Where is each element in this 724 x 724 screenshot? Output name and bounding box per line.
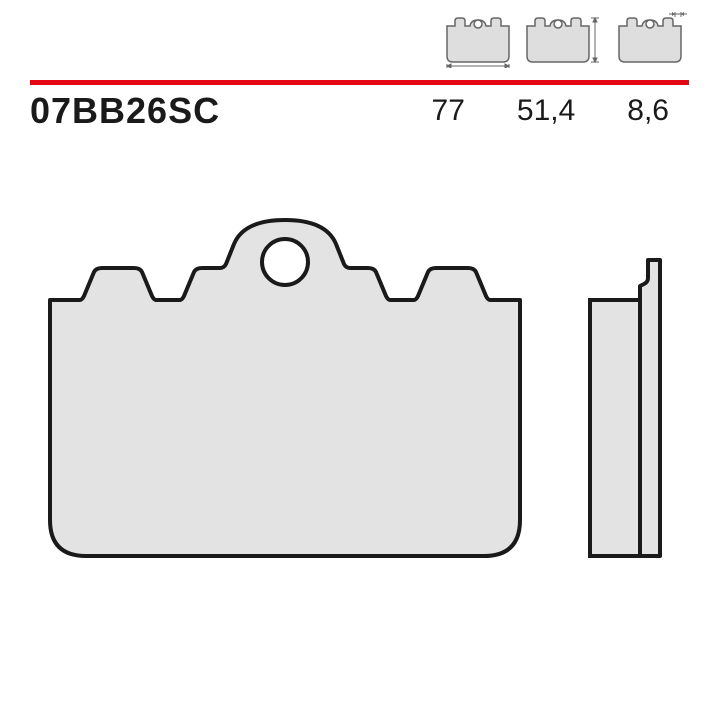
dimension-icons-row — [439, 10, 689, 68]
header-row: 07BB26SC 77 51,4 8,6 — [30, 90, 689, 132]
divider-rule — [30, 72, 689, 77]
width-dimension-icon — [439, 10, 517, 68]
part-number: 07BB26SC — [30, 90, 220, 132]
height-dimension-icon — [523, 10, 605, 68]
technical-diagram — [30, 170, 689, 684]
dim-thickness: 8,6 — [627, 94, 669, 128]
dim-height: 51,4 — [517, 94, 575, 128]
front-view — [50, 220, 520, 556]
product-diagram-card: 07BB26SC 77 51,4 8,6 — [0, 0, 724, 724]
side-view — [590, 260, 660, 556]
thickness-dimension-icon — [611, 10, 689, 68]
dim-width: 77 — [432, 94, 465, 128]
dimensions-values: 77 51,4 8,6 — [432, 94, 669, 128]
